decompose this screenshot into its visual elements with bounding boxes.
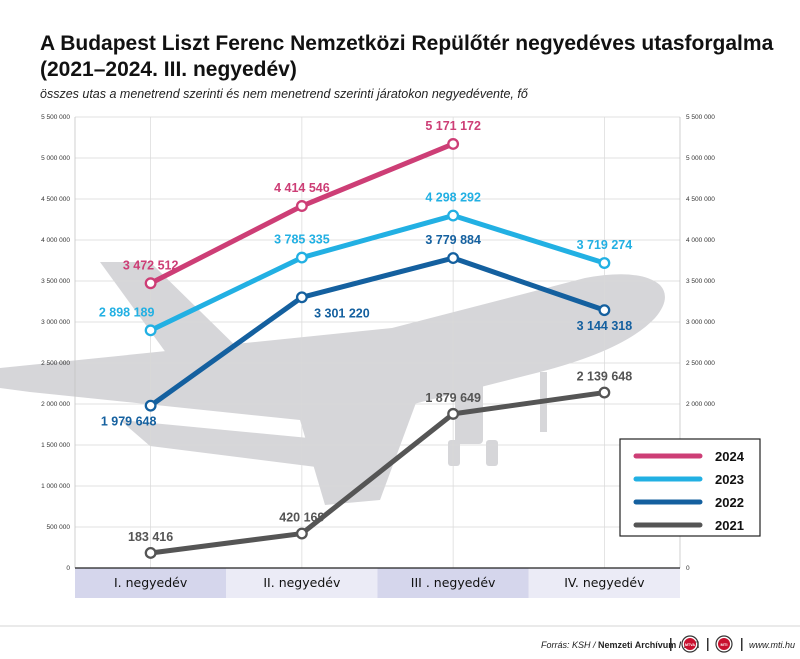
data-label-2024: 4 414 546 (274, 181, 330, 195)
source-archive: Nemzeti Archívum / MTI (598, 640, 699, 650)
y-tick-label-right: 2 500 000 (686, 360, 715, 367)
y-tick-label-left: 2 500 000 (41, 360, 70, 367)
data-point-2024 (144, 277, 157, 290)
y-tick-label-left: 5 000 000 (41, 155, 70, 162)
data-label-2023: 4 298 292 (425, 191, 481, 205)
series-lines (144, 138, 611, 559)
y-tick-label-left: 4 500 000 (41, 196, 70, 203)
data-label-2022: 3 779 884 (425, 233, 481, 247)
y-tick-label-right: 3 000 000 (686, 319, 715, 326)
data-label-2023: 3 719 274 (577, 238, 633, 252)
category-band (75, 568, 227, 598)
series-line-2022 (148, 255, 607, 409)
series-line-2023 (148, 213, 607, 333)
source-prefix: Forrás: KSH / (541, 640, 598, 650)
data-point-2023 (144, 324, 157, 337)
data-point-2022 (295, 291, 308, 304)
y-tick-label-right: 0 (686, 565, 690, 572)
y-tick-label-right: 3 500 000 (686, 278, 715, 285)
y-tick-label-left: 1 500 000 (41, 442, 70, 449)
category-band (528, 568, 680, 598)
data-label-2022: 1 979 648 (101, 415, 157, 429)
chart-subtitle: összes utas a menetrend szerinti és nem … (40, 87, 529, 101)
legend-label-2024: 2024 (715, 449, 745, 464)
data-label-2022: 3 301 220 (314, 306, 370, 320)
legend-label-2023: 2023 (715, 472, 744, 487)
svg-text:MTVA: MTVA (685, 643, 695, 647)
y-tick-label-right: 2 000 000 (686, 401, 715, 408)
category-band (377, 568, 529, 598)
source-note: Forrás: KSH / Nemzeti Archívum / MTI (541, 640, 699, 650)
data-point-2021 (295, 527, 308, 540)
data-point-2022 (447, 252, 460, 264)
data-label-2024: 3 472 512 (123, 258, 179, 272)
x-tick-label: II. negyedév (263, 575, 341, 590)
data-point-2023 (447, 209, 460, 222)
data-point-2021 (447, 407, 460, 420)
x-tick-label: I. negyedév (114, 575, 188, 590)
data-point-2022 (144, 399, 157, 412)
x-axis-categories: I. negyedév II. negyedév III . negyedév IV.… (75, 567, 680, 598)
x-tick-label: IV. negyedév (564, 575, 645, 590)
mti-logo: MTI (715, 635, 733, 653)
data-point-2024 (447, 138, 460, 150)
y-tick-label-left: 2 000 000 (41, 401, 70, 408)
y-axis-left: 0 500 000 1 000 000 1 500 000 2 000 000 2 500… (41, 114, 70, 572)
data-label-2021: 420 169 (279, 511, 324, 525)
chart-title-line-1: A Budapest Liszt Ferenc Nemzetközi Repül… (40, 32, 774, 55)
y-tick-label-left: 5 500 000 (41, 114, 70, 121)
y-tick-label-right: 4 000 000 (686, 237, 715, 244)
footer: Forrás: KSH / Nemzeti Archívum / MTI MTV… (0, 625, 800, 653)
chart-title-line-2: (2021–2024. III. negyedév) (40, 58, 297, 81)
grid (74, 116, 681, 568)
series-line-2021 (148, 390, 607, 556)
mti-url: www.mti.hu (749, 640, 795, 650)
y-tick-label-right: 5 500 000 (686, 114, 715, 121)
legend-label-2022: 2022 (715, 495, 744, 510)
y-tick-label-left: 3 500 000 (41, 278, 70, 285)
y-tick-label-right: 4 500 000 (686, 196, 715, 203)
data-point-2023 (598, 257, 611, 269)
y-tick-label-right: 5 000 000 (686, 155, 715, 162)
data-point-2022 (598, 304, 611, 317)
category-band (226, 568, 378, 598)
y-tick-label-left: 500 000 (47, 524, 71, 531)
data-point-2023 (295, 251, 308, 264)
y-tick-label-left: 0 (66, 565, 70, 572)
data-point-2021 (598, 386, 611, 399)
svg-text:MTI: MTI (721, 642, 728, 647)
y-tick-label-left: 4 000 000 (41, 237, 70, 244)
data-label-2022: 3 144 318 (577, 319, 633, 333)
data-label-2021: 183 416 (128, 530, 173, 544)
data-label-2021: 2 139 648 (577, 370, 633, 384)
data-label-2021: 1 879 649 (425, 391, 481, 405)
data-label-2023: 3 785 335 (274, 233, 330, 247)
legend-label-2021: 2021 (715, 518, 744, 533)
data-point-2024 (295, 200, 308, 212)
data-label-2023: 2 898 189 (99, 305, 155, 319)
y-tick-label-left: 3 000 000 (41, 319, 70, 326)
data-labels: 3 472 512 4 414 546 5 171 172 2 898 189 3 78… (99, 119, 632, 544)
legend: 2024 2023 2022 2021 (619, 438, 761, 537)
y-tick-label-left: 1 000 000 (41, 483, 70, 490)
mtva-logo: MTVA (681, 635, 699, 653)
data-point-2021 (144, 547, 157, 559)
x-tick-label: III . negyedév (411, 575, 496, 590)
data-label-2024: 5 171 172 (425, 119, 481, 133)
